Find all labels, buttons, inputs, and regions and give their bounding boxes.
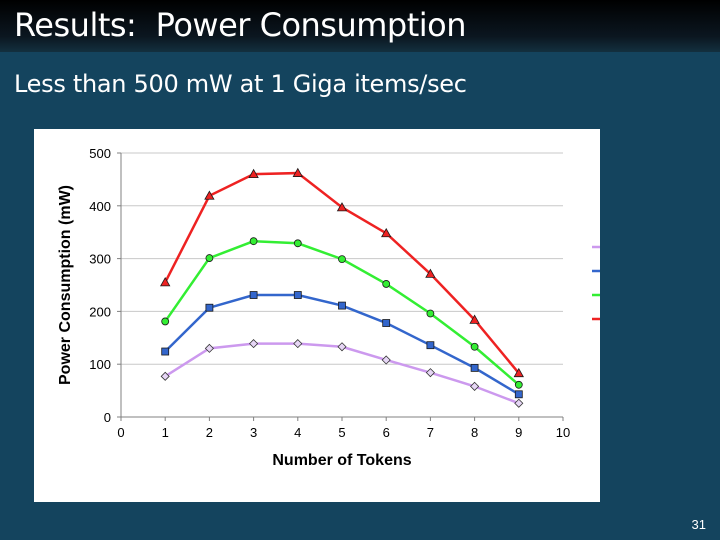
data-point xyxy=(249,291,258,299)
x-tick-label: 9 xyxy=(515,425,522,440)
y-tick-label: 400 xyxy=(89,199,111,214)
data-point xyxy=(161,347,170,356)
data-point xyxy=(513,367,524,378)
x-axis-title: Number of Tokens xyxy=(272,452,411,469)
power-chart: 0 100 200 300 400 500 0 1 2 3 4 5 6 7 8 9 10 Number of To… xyxy=(57,146,600,469)
data-point xyxy=(160,371,170,381)
chart-panel: 0 100 200 300 400 500 0 1 2 3 4 5 6 7 8 9 10 Number of To… xyxy=(34,129,600,502)
data-point xyxy=(469,314,480,324)
data-point xyxy=(249,339,259,349)
x-tick-label: 0 xyxy=(117,425,124,440)
data-point xyxy=(338,301,346,310)
page-number: 31 xyxy=(691,517,706,532)
data-point xyxy=(161,317,170,326)
data-point xyxy=(514,398,524,408)
data-point xyxy=(204,190,215,200)
x-tick-label: 1 xyxy=(162,425,169,440)
data-point xyxy=(425,268,436,278)
data-point xyxy=(248,168,259,179)
data-point xyxy=(514,380,523,389)
data-point xyxy=(292,167,303,177)
slide-title: Results: Power Consumption xyxy=(14,6,467,44)
x-tick-label: 4 xyxy=(294,425,301,440)
y-tick-label: 0 xyxy=(104,410,111,425)
data-point xyxy=(381,355,391,365)
data-point xyxy=(337,342,347,352)
x-tick-label: 6 xyxy=(383,425,390,440)
data-point xyxy=(514,390,523,399)
x-tick-label: 10 xyxy=(556,425,570,440)
y-tick-label: 100 xyxy=(89,357,111,372)
x-tick-label: 7 xyxy=(427,425,434,440)
y-tick-label: 200 xyxy=(89,304,111,319)
data-point xyxy=(470,342,479,351)
data-point xyxy=(426,341,435,350)
data-point xyxy=(470,381,480,391)
data-point xyxy=(382,319,391,327)
data-point xyxy=(249,237,258,246)
data-point xyxy=(426,309,435,318)
slide-subtitle: Less than 500 mW at 1 Giga items/sec xyxy=(14,70,467,98)
x-tick-label: 2 xyxy=(206,425,213,440)
data-point xyxy=(205,303,214,312)
x-tick-label: 8 xyxy=(471,425,478,440)
y-tick-label: 500 xyxy=(89,146,111,161)
title-bar xyxy=(0,0,720,52)
data-point xyxy=(204,343,214,353)
y-axis-title: Power Consumption (mW) xyxy=(57,185,74,385)
data-point xyxy=(293,291,302,299)
data-point xyxy=(293,239,302,248)
data-point xyxy=(425,368,435,378)
data-point xyxy=(293,339,303,349)
data-point xyxy=(205,254,214,262)
data-point xyxy=(470,363,479,372)
data-point xyxy=(336,202,348,212)
data-point xyxy=(160,277,171,287)
y-tick-label: 300 xyxy=(89,252,111,267)
series-line-14V xyxy=(164,342,520,405)
data-point xyxy=(338,255,346,264)
data-point xyxy=(381,227,392,238)
x-tick-label: 5 xyxy=(338,425,345,440)
data-point xyxy=(382,280,391,288)
x-tick-label: 3 xyxy=(250,425,257,440)
